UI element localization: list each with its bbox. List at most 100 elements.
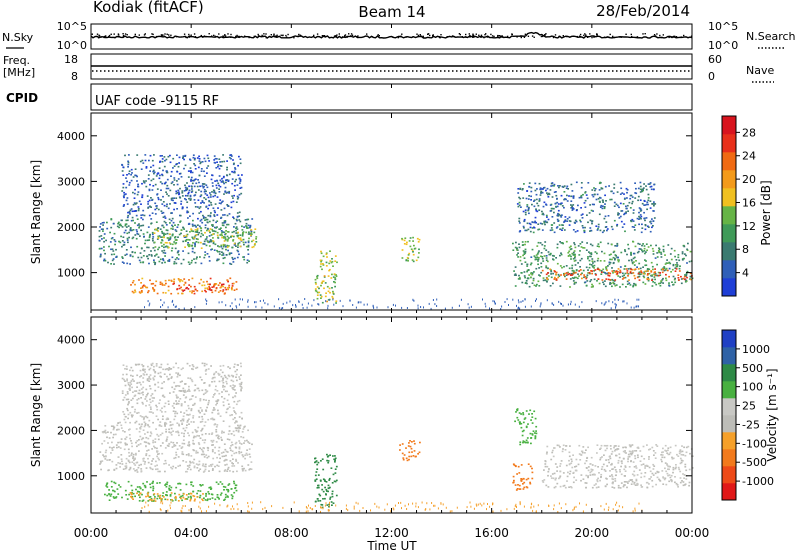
echo-cell bbox=[207, 207, 209, 210]
echo-cell bbox=[135, 454, 137, 456]
echo-cell bbox=[134, 168, 137, 170]
echo-cell bbox=[317, 500, 320, 502]
nsearch-point bbox=[478, 34, 480, 36]
echo-cell bbox=[589, 280, 592, 283]
echo-cell bbox=[164, 252, 167, 254]
echo-cell bbox=[104, 455, 107, 458]
echo-cell bbox=[531, 221, 534, 224]
echo-cell bbox=[198, 389, 201, 392]
echo-cell bbox=[243, 243, 245, 246]
echo-cell bbox=[555, 273, 557, 275]
echo-cell bbox=[216, 179, 218, 182]
echo-cell bbox=[635, 260, 637, 262]
echo-cell bbox=[156, 450, 158, 452]
echo-cell bbox=[193, 194, 196, 197]
echo-cell bbox=[136, 386, 138, 388]
echo-cell bbox=[142, 499, 145, 502]
echo-cell bbox=[230, 454, 233, 457]
echo-cell bbox=[630, 258, 633, 261]
echo-cell bbox=[193, 389, 196, 392]
echo-cell bbox=[206, 287, 209, 289]
echo-cell bbox=[162, 169, 164, 172]
nsearch-point bbox=[683, 34, 685, 37]
echo-cell bbox=[127, 417, 129, 420]
echo-cell bbox=[219, 369, 222, 371]
echo-cell bbox=[615, 471, 618, 473]
echo-cell bbox=[553, 191, 556, 193]
echo-cell bbox=[211, 381, 213, 383]
ground-scatter-cell bbox=[264, 302, 266, 305]
echo-cell bbox=[217, 372, 220, 375]
nsearch-point bbox=[155, 35, 158, 38]
echo-cell bbox=[571, 205, 573, 207]
echo-cell bbox=[322, 280, 325, 282]
echo-cell bbox=[164, 255, 166, 257]
echo-cell bbox=[635, 467, 638, 469]
power-colorbar-swatch bbox=[722, 116, 736, 135]
echo-cell bbox=[156, 497, 159, 500]
echo-cell bbox=[189, 158, 191, 161]
echo-cell bbox=[183, 228, 185, 230]
echo-cell bbox=[176, 448, 179, 450]
power-colorbar-swatch bbox=[722, 278, 736, 297]
ground-scatter-cell bbox=[289, 300, 291, 303]
echo-cell bbox=[187, 192, 190, 195]
echo-cell bbox=[648, 272, 651, 275]
echo-cell bbox=[214, 446, 216, 449]
echo-cell bbox=[591, 194, 594, 196]
echo-cell bbox=[229, 367, 231, 370]
ground-scatter-cell bbox=[160, 299, 162, 301]
echo-cell bbox=[680, 459, 683, 462]
echo-cell bbox=[121, 392, 124, 394]
echo-cell bbox=[625, 212, 627, 215]
echo-cell bbox=[410, 455, 413, 458]
echo-cell bbox=[534, 437, 537, 440]
echo-cell bbox=[527, 477, 530, 480]
echo-cell bbox=[525, 439, 528, 442]
echo-cell bbox=[139, 496, 141, 499]
echo-cell bbox=[178, 445, 181, 447]
echo-cell bbox=[236, 195, 239, 198]
echo-cell bbox=[325, 488, 328, 491]
echo-cell bbox=[209, 228, 212, 230]
echo-cell bbox=[214, 388, 217, 391]
echo-cell bbox=[191, 190, 194, 192]
echo-cell bbox=[178, 233, 181, 236]
echo-cell bbox=[544, 460, 547, 462]
echo-cell bbox=[208, 470, 210, 472]
ground-scatter-cell bbox=[302, 307, 304, 309]
echo-cell bbox=[660, 280, 662, 282]
echo-cell bbox=[529, 226, 532, 229]
echo-cell bbox=[157, 418, 159, 421]
echo-cell bbox=[237, 424, 239, 427]
echo-cell bbox=[609, 457, 612, 460]
nsearch-point bbox=[673, 36, 675, 38]
echo-cell bbox=[120, 224, 123, 227]
echo-cell bbox=[606, 228, 609, 230]
echo-cell bbox=[166, 494, 168, 497]
echo-cell bbox=[148, 254, 151, 256]
nsearch-point bbox=[175, 36, 178, 38]
echo-cell bbox=[529, 223, 532, 226]
echo-cell bbox=[164, 498, 167, 501]
echo-cell bbox=[181, 442, 184, 445]
echo-cell bbox=[193, 290, 195, 292]
nsearch-point bbox=[118, 35, 120, 38]
echo-cell bbox=[152, 439, 155, 442]
echo-cell bbox=[194, 206, 197, 208]
power-colorbar-swatch bbox=[722, 188, 736, 207]
echo-cell bbox=[232, 386, 235, 389]
echo-cell bbox=[223, 256, 226, 259]
echo-cell bbox=[175, 239, 178, 241]
nsearch-point bbox=[533, 36, 535, 38]
echo-cell bbox=[521, 188, 524, 190]
nsearch-point bbox=[344, 34, 346, 37]
echo-cell bbox=[556, 482, 559, 485]
echo-cell bbox=[195, 241, 198, 243]
echo-cell bbox=[205, 184, 208, 186]
echo-cell bbox=[231, 235, 233, 237]
echo-cell bbox=[136, 412, 138, 414]
echo-cell bbox=[138, 500, 141, 502]
echo-cell bbox=[638, 215, 640, 218]
echo-cell bbox=[201, 185, 204, 187]
